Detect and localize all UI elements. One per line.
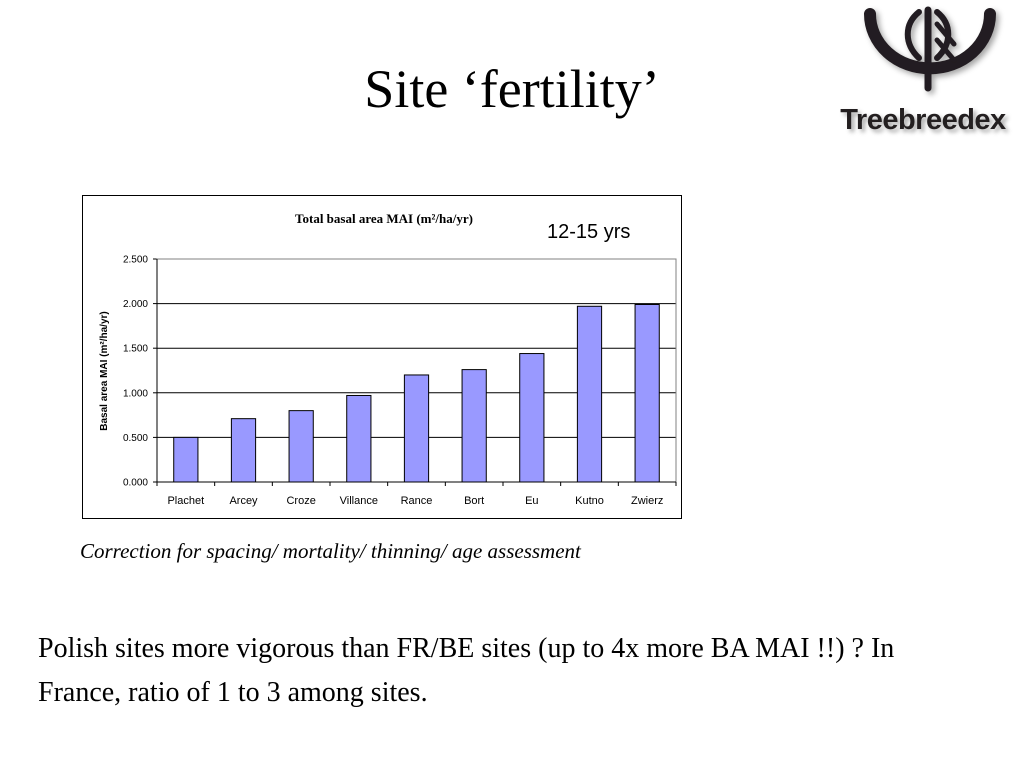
x-tick-label: Eu — [525, 495, 538, 507]
y-axis-label: Basal area MAI (m²/ha/yr) — [99, 311, 110, 431]
y-tick-label: 0.500 — [123, 433, 148, 444]
y-tick-label: 2.000 — [123, 299, 148, 310]
treebreedex-logo: Treebreedex — [830, 4, 1016, 136]
logo-wordmark: Treebreedex — [840, 104, 1006, 136]
bar-villance — [346, 394, 372, 483]
chart-title: Total basal area MAI (m²/ha/yr) — [295, 211, 473, 226]
bar-zwierz — [634, 303, 660, 483]
x-tick-label: Arcey — [229, 495, 258, 507]
y-tick-label: 0.000 — [123, 478, 148, 489]
bar-arcey — [230, 418, 257, 483]
bar-bort — [461, 369, 487, 483]
chart-frame: Total basal area MAI (m²/ha/yr) 12-15 yr… — [82, 195, 682, 519]
slide-title: Site ‘fertility’ — [364, 59, 660, 119]
x-tick-label: Plachet — [167, 495, 204, 507]
chart-annotation: 12-15 yrs — [547, 221, 630, 243]
x-tick-label: Bort — [464, 495, 484, 507]
chart-caption: Correction for spacing/ mortality/ thinn… — [80, 539, 581, 563]
bar-plachet — [173, 436, 199, 483]
x-tick-label: Villance — [340, 495, 378, 507]
y-tick-label: 1.000 — [123, 388, 148, 399]
x-tick-label: Rance — [401, 495, 433, 507]
x-tick-label: Zwierz — [631, 495, 663, 507]
y-tick-label: 1.500 — [123, 344, 148, 355]
bar-rance — [403, 374, 430, 483]
x-tick-label: Kutno — [575, 495, 604, 507]
body-text: Polish sites more vigorous than FR/BE si… — [38, 633, 895, 708]
y-tick-label: 2.500 — [123, 255, 148, 266]
bar-croze — [288, 410, 314, 483]
x-tick-label: Croze — [286, 495, 315, 507]
bar-chart: Total basal area MAI (m²/ha/yr) 12-15 yr… — [99, 211, 677, 507]
bar-eu — [519, 353, 545, 483]
tree-logo-icon — [864, 6, 996, 92]
bar-kutno — [576, 305, 603, 483]
